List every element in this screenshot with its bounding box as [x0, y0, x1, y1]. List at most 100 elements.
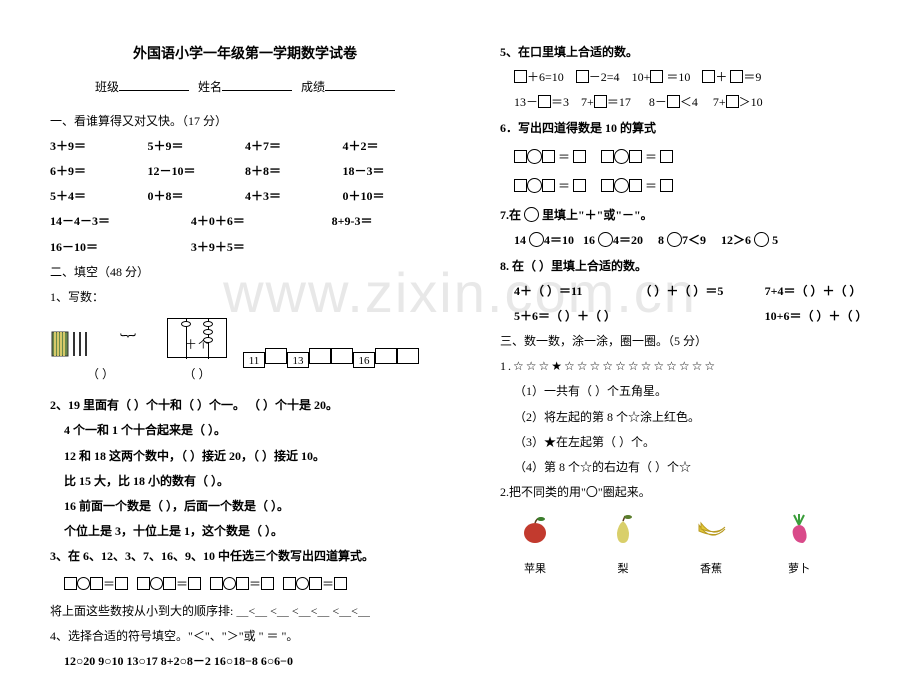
t: 13－: [514, 95, 538, 109]
box-icon: [309, 577, 322, 590]
q2b: 4 个一和 1 个十合起来是（ ）。: [50, 418, 440, 443]
eq: [332, 235, 440, 260]
t: 14: [514, 233, 529, 247]
box-icon: [163, 577, 176, 590]
circle-icon: [598, 232, 613, 247]
eq: 3＋9＝: [50, 134, 148, 159]
t: ＝3: [551, 95, 569, 109]
t: ＋: [715, 70, 727, 84]
box-icon: [542, 150, 555, 163]
fruit-label: 萝卜: [764, 558, 834, 581]
circle-icon: [529, 232, 544, 247]
s8-heading: 8. 在（ ）里填上合适的数。: [500, 254, 890, 279]
label-score: 成绩: [301, 80, 325, 94]
s9-heading: 三、数一数，涂一涂，圈一圈。（5 分）: [500, 329, 890, 354]
box-icon: [64, 577, 77, 590]
box-icon: [188, 577, 201, 590]
blank-name: [222, 79, 292, 91]
eq: 4＋0＋6＝: [191, 209, 332, 234]
seq-box: 13: [287, 352, 309, 368]
abacus-wrap: 十 个 （ ）: [159, 314, 235, 387]
s1-row4: 14－4－3＝ 4＋0＋6＝ 8+9-3＝: [50, 209, 440, 234]
circle-icon: [614, 149, 629, 164]
number-sequence: 111316: [243, 346, 419, 387]
right-column: 5、在口里填上合适的数。 ＋6=10 －2=4 10+ ＝10 ＋ ＝9 13－…: [500, 40, 890, 674]
eq: 14－4－3＝: [50, 209, 191, 234]
circle-icon: [296, 577, 309, 590]
eq: 0＋8＝: [148, 184, 246, 209]
q2d: 比 15 大，比 18 小的数有（ ）。: [50, 469, 440, 494]
box-icon: [730, 70, 743, 83]
t: －2=4: [589, 70, 620, 84]
eq: 3＋9＋5＝: [191, 235, 332, 260]
seq-box: [397, 348, 419, 364]
eq: 18－3＝: [343, 159, 441, 184]
fruit-apple: 苹果: [500, 513, 570, 581]
s5-row1: ＋6=10 －2=4 10+ ＝10 ＋ ＝9: [500, 65, 890, 90]
exam-title: 外国语小学一年级第一学期数学试卷: [50, 40, 440, 69]
t: 10+6＝（ ）＋（ ）: [765, 304, 890, 329]
seq-box: [375, 348, 397, 364]
s6-row2: ＝ ＝: [500, 174, 890, 199]
q2a: 2、19 里面有（ ）个十和（ ）个一。 （ ）个十是 20。: [50, 393, 440, 418]
student-info: 班级 姓名 成绩: [50, 75, 440, 100]
box-icon: [650, 70, 663, 83]
s5-row2: 13－＝3 7+＝17 8－＜4 7+＞10: [500, 90, 890, 115]
box-icon: [629, 179, 642, 192]
s5-heading: 5、在口里填上合适的数。: [500, 40, 890, 65]
blank-score: [325, 79, 395, 91]
eq: 12－10＝: [148, 159, 246, 184]
t: 7+: [581, 95, 594, 109]
pencil-bundle: ︸ （ ）: [50, 326, 151, 387]
q3-boxes: ＝ ＝ ＝ ＝: [50, 572, 440, 597]
t: 10+: [632, 70, 651, 84]
t: 12＞6: [721, 233, 754, 247]
seq-box: [309, 348, 331, 364]
circle-icon: [667, 232, 682, 247]
q2c: 12 和 18 这两个数中，（ ）接近 20，（ ）接近 10。: [50, 444, 440, 469]
t: ＝10: [663, 70, 690, 84]
radish-icon: [779, 513, 819, 545]
s9-stars: 1.☆☆☆★☆☆☆☆☆☆☆☆☆☆☆☆: [500, 354, 890, 379]
box-icon: [702, 70, 715, 83]
box-icon: [283, 577, 296, 590]
s9-q2: 2.把不同类的用"〇"圈起来。: [500, 480, 890, 505]
box-icon: [542, 179, 555, 192]
q2e: 16 前面一个数是（ ），后面一个数是（ ）。: [50, 494, 440, 519]
s7-heading: 7.在 里填上"＋"或"－"。: [500, 203, 890, 228]
seq-box: 16: [353, 352, 375, 368]
t: ＞10: [739, 95, 763, 109]
t: 5: [769, 233, 778, 247]
fruit-label: 香蕉: [676, 558, 746, 581]
box-icon: [726, 95, 739, 108]
s8-row1: 4＋（ ）＝11 （ ）＋（ ）＝5 7+4＝（ ）＋（ ）: [500, 279, 890, 304]
fruit-banana: 香蕉: [676, 513, 746, 581]
t: ＝17: [607, 95, 631, 109]
box-icon: [667, 95, 680, 108]
t: ＝9: [743, 70, 761, 84]
brace-icon: ︸: [105, 339, 151, 347]
t: 5＋6＝（ ）＋（ ）: [514, 304, 639, 329]
t: 7+4＝（ ）＋（ ）: [765, 279, 890, 304]
box-icon: [90, 577, 103, 590]
fruit-pear: 梨: [588, 513, 658, 581]
q4-row: 12○20 9○10 13○17 8+2○8－2 16○18−8 6○6−0: [50, 649, 440, 674]
apple-icon: [515, 513, 555, 545]
seq-box: [331, 348, 353, 364]
circle-icon: [150, 577, 163, 590]
circle-icon: [524, 207, 539, 222]
eq: 4＋3＝: [245, 184, 343, 209]
paren: （ ）: [50, 362, 151, 387]
t: 8－: [649, 95, 667, 109]
t: ＋6=10: [527, 70, 564, 84]
box-icon: [576, 70, 589, 83]
eq: 8＋8＝: [245, 159, 343, 184]
box-icon: [261, 577, 274, 590]
fruit-radish: 萝卜: [764, 513, 834, 581]
box-icon: [660, 150, 673, 163]
circle-icon: [527, 178, 542, 193]
box-icon: [210, 577, 223, 590]
box-icon: [601, 150, 614, 163]
box-icon: [573, 179, 586, 192]
s1-row3: 5＋4＝ 0＋8＝ 4＋3＝ 0＋10＝: [50, 184, 440, 209]
